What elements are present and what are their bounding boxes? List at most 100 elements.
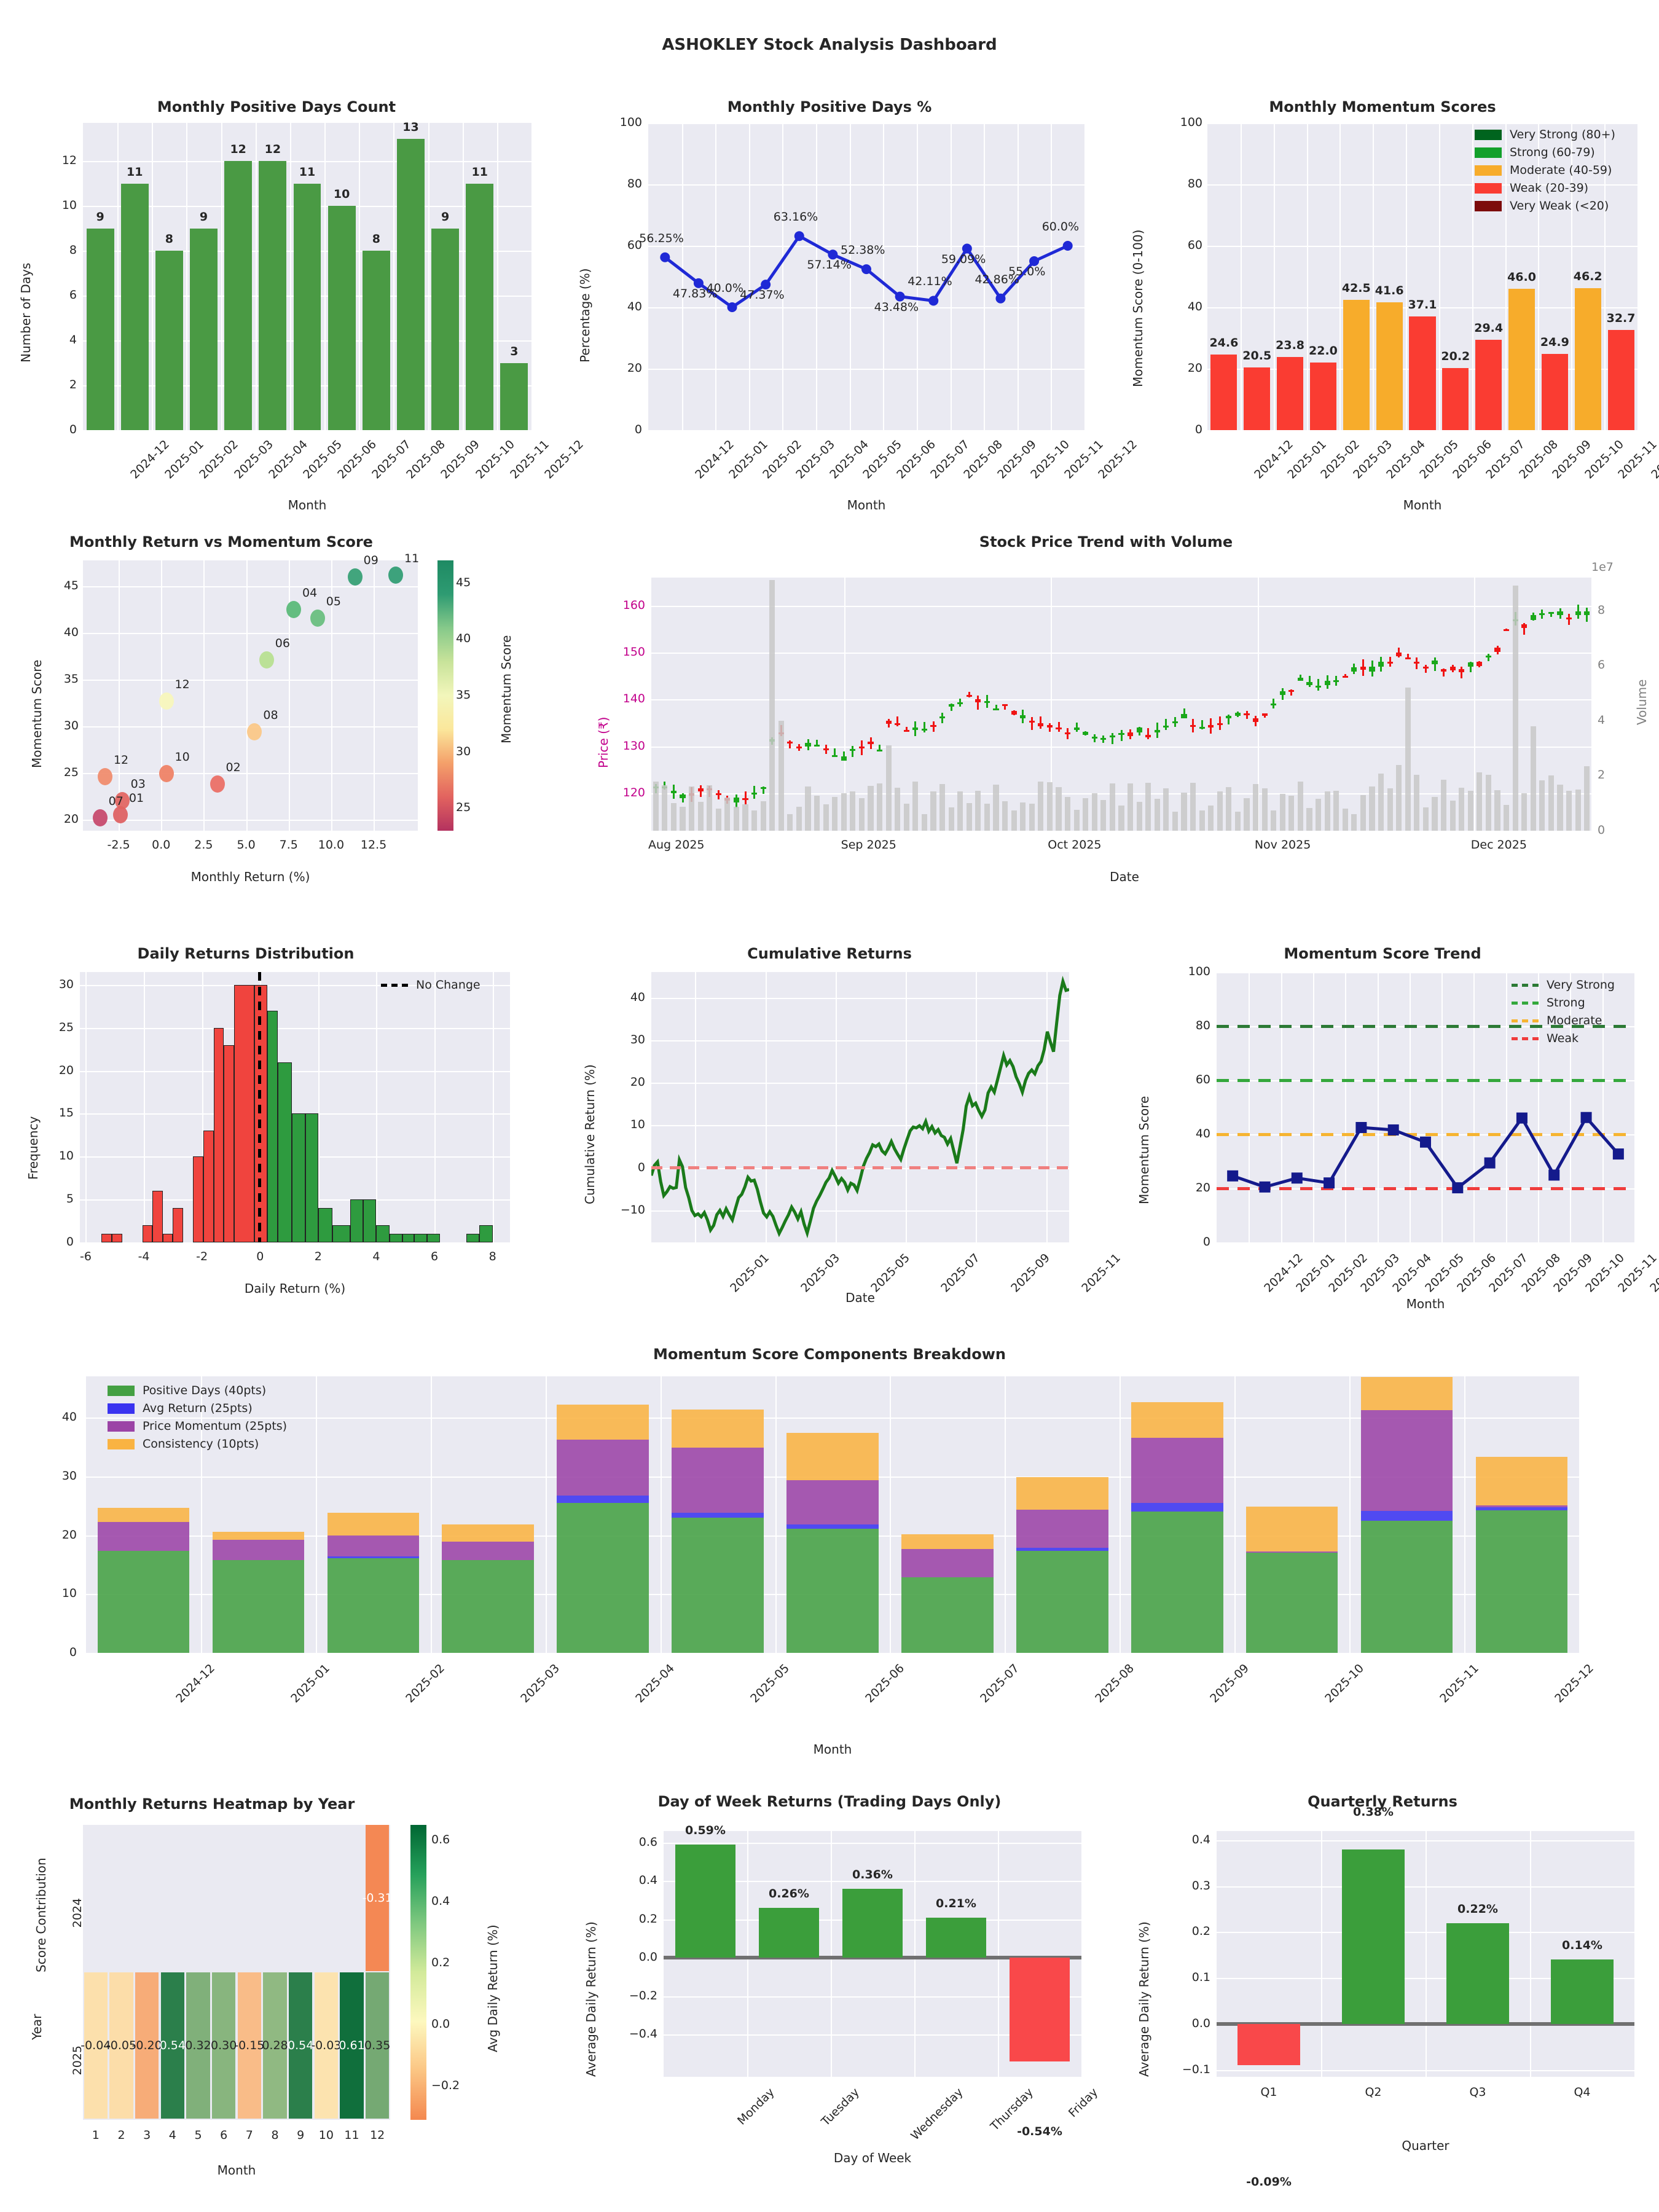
volume-bar (1432, 797, 1438, 831)
bar-value-label: -0.09% (1246, 2175, 1292, 2189)
volume-bar (1288, 796, 1295, 831)
histogram-bin (305, 1113, 318, 1242)
gridline (1426, 1831, 1427, 2077)
chart-title: Daily Returns Distribution (137, 945, 355, 962)
volume-bar (1575, 790, 1581, 831)
candle-wick (905, 726, 908, 731)
scatter-point (114, 792, 130, 810)
x-tick: 11 (344, 2128, 359, 2142)
stacked-segment (672, 1447, 764, 1513)
gridline (998, 1831, 999, 2077)
y-tick: 20 (1195, 1181, 1210, 1194)
histogram-bin (376, 1225, 390, 1242)
gridline (1441, 972, 1443, 1242)
candle-body (1261, 713, 1268, 716)
y-tick: 25 (58, 1020, 74, 1034)
scatter-point-label: 07 (108, 794, 124, 808)
bar-value-label: 9 (96, 210, 104, 224)
gridline (1321, 1831, 1322, 2077)
chart-title: Monthly Returns Heatmap by Year (69, 1795, 355, 1813)
volume-bar (858, 798, 865, 831)
y-tick: 0.0 (1191, 2017, 1210, 2031)
no-change-line (258, 972, 262, 1242)
candle-wick (1183, 708, 1185, 719)
histogram-bin (233, 984, 254, 1242)
legend-label: Very Weak (<20) (1510, 199, 1609, 213)
x-tick: 2025-09 (1207, 1661, 1252, 1706)
bar (259, 161, 287, 430)
gridline (202, 972, 203, 1242)
y-tick: 60 (1195, 1073, 1210, 1086)
bar-value-label: 12 (264, 143, 281, 157)
volume-bar (662, 785, 668, 831)
candle-body (1002, 704, 1008, 706)
stacked-segment (97, 1521, 190, 1551)
scatter-point-label: 06 (275, 637, 290, 651)
volume-bar (993, 785, 999, 831)
candle-body (1046, 725, 1053, 728)
panel-return-vs-momentum: Monthly Return vs Momentum Score Momentu… (0, 522, 553, 903)
gridline (1349, 1376, 1351, 1653)
bar (842, 1888, 903, 1958)
stacked-segment (901, 1577, 994, 1653)
gridline (651, 1125, 1069, 1127)
y-tick: 5 (66, 1192, 74, 1206)
volume-bar (1118, 805, 1124, 831)
no-change-legend: No Change (381, 978, 480, 996)
heatmap-cell (160, 1972, 185, 2119)
gridline (1505, 972, 1507, 1242)
bar (1475, 340, 1502, 430)
candle-wick (1424, 665, 1427, 673)
x-tick: 2025-12 (1551, 1661, 1596, 1706)
candle-wick (1057, 722, 1060, 732)
volume-bar (1253, 784, 1259, 831)
bar-value-label: 13 (402, 120, 419, 134)
scatter-point-label: 03 (130, 777, 146, 791)
gridline (1538, 123, 1540, 430)
x-tick: 6 (220, 2128, 228, 2142)
gridline (83, 161, 531, 163)
y-tick: 20 (63, 812, 79, 826)
histogram-bin (101, 1234, 112, 1242)
candle-body (1477, 662, 1483, 666)
zero-axis-line (1217, 2022, 1634, 2026)
gridline (80, 984, 510, 986)
volume-bar (966, 803, 972, 831)
gridline (86, 1418, 1579, 1419)
gridline (651, 605, 1591, 607)
volume-bar (1190, 783, 1196, 831)
x-tick: 2025-01 (288, 1661, 333, 1706)
gridline (1240, 123, 1242, 430)
gridline (246, 560, 248, 831)
cumulative-line (651, 975, 1069, 1239)
x-axis-label: Date (845, 1290, 875, 1305)
zero-axis-line (664, 1956, 1081, 1960)
gridline (393, 123, 395, 430)
gridline (651, 699, 1591, 701)
candle-body (1244, 713, 1250, 716)
stacked-segment (1016, 1510, 1108, 1548)
candle-wick (1398, 647, 1400, 657)
stacked-segment (557, 1404, 649, 1440)
heatmap-cell (365, 1972, 390, 2119)
candle-wick (977, 695, 979, 710)
y-tick: 30 (61, 1469, 77, 1483)
point-value-label: 57.14% (807, 258, 852, 272)
y-tick: 80 (627, 177, 642, 190)
volume-bar (1073, 809, 1080, 831)
stacked-segment (786, 1432, 879, 1480)
volume-bar (1351, 814, 1357, 831)
bar-value-label: 32.7 (1606, 311, 1636, 325)
candle-body (1128, 732, 1134, 736)
y-tick: 60 (1187, 238, 1202, 252)
gridline (651, 1210, 1069, 1212)
y-tick: 150 (622, 645, 645, 659)
candle-body (751, 792, 758, 794)
threshold-line (1217, 1078, 1634, 1082)
volume-bar (1557, 785, 1563, 831)
bar (1442, 368, 1469, 430)
bar-value-label: 3 (510, 344, 519, 358)
y-tick: 20 (627, 361, 642, 375)
volume-bar (1261, 788, 1268, 831)
y-tick: 10 (61, 198, 77, 213)
